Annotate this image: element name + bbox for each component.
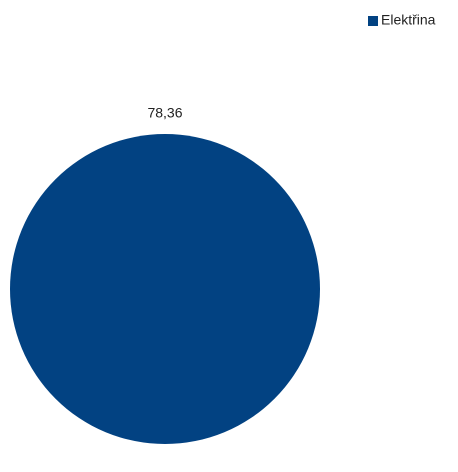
legend-label: Elektřina <box>381 12 436 28</box>
pie-slice <box>10 134 320 444</box>
legend-swatch <box>368 16 378 26</box>
data-label: 78,36 <box>147 105 182 121</box>
